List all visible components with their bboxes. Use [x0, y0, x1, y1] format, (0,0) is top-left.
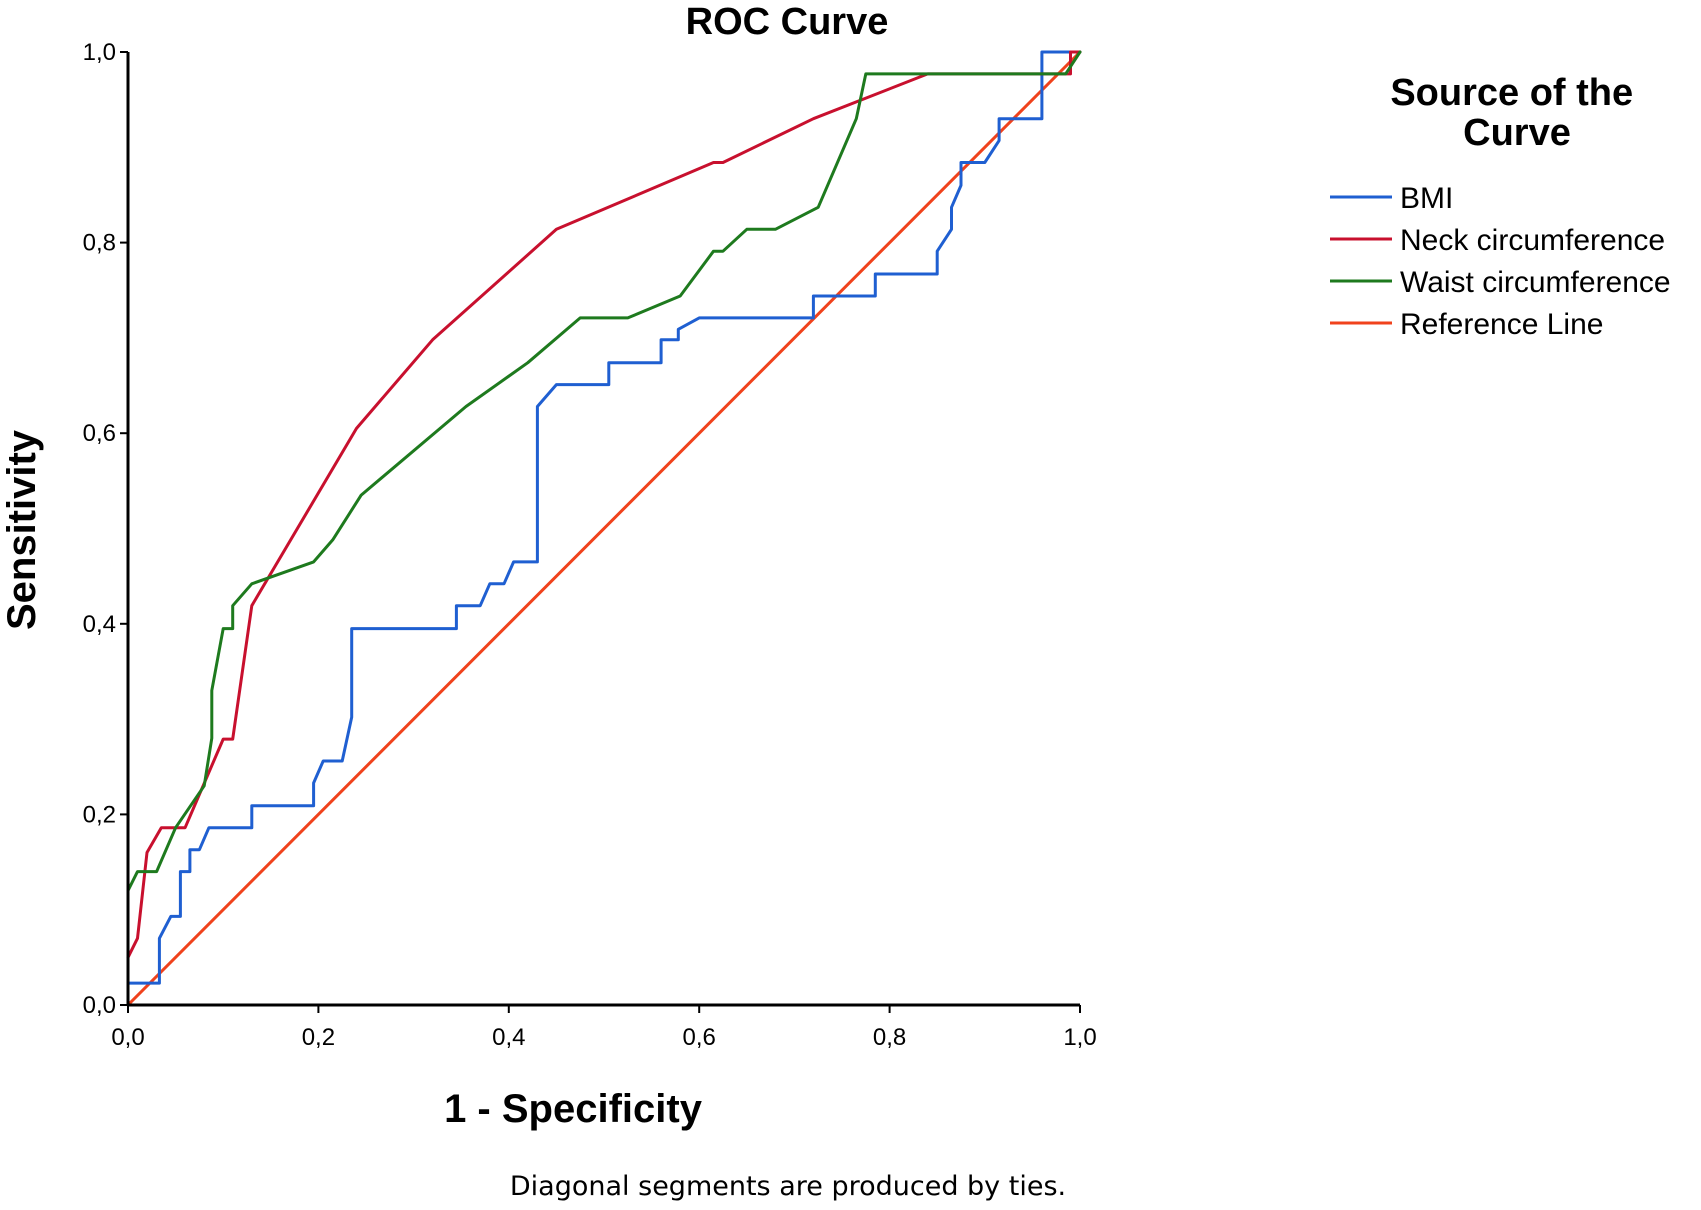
- legend-title-line-1: Source of the: [1390, 72, 1633, 114]
- x-axis-title: 1 - Specificity: [444, 1087, 703, 1131]
- legend-title: Source of the Curve: [1390, 72, 1643, 154]
- y-axis-ticks: 0,0 0,2 0,4 0,6 0,8 1,0: [83, 39, 128, 1019]
- x-tick-label: 0,2: [302, 1024, 335, 1051]
- series-line-neck-circumference: [126, 50, 1082, 959]
- series-group: [126, 50, 1082, 1007]
- x-tick-label: 1,0: [1063, 1024, 1096, 1051]
- y-axis-title: Sensitivity: [0, 429, 44, 630]
- y-tick-label: 0,4: [83, 611, 116, 638]
- y-tick-label: 0,2: [83, 801, 116, 828]
- legend: Source of the Curve BMI Neck circumferenc…: [1330, 72, 1671, 341]
- y-tick-label: 1,0: [83, 39, 116, 66]
- legend-label: Waist circumference: [1400, 266, 1671, 299]
- series-line-waist-circumference: [126, 50, 1082, 1007]
- legend-item-waist-circumference: Waist circumference: [1330, 266, 1671, 299]
- legend-item-neck-circumference: Neck circumference: [1330, 224, 1665, 257]
- legend-label: Neck circumference: [1400, 224, 1665, 257]
- plot-area: 0,0 0,2 0,4 0,6 0,8 1,0 0,0 0,2 0,4 0,6 0,8 1,0: [83, 39, 1097, 1051]
- x-tick-label: 0,4: [492, 1024, 525, 1051]
- legend-label: BMI: [1400, 182, 1453, 215]
- series-line-reference-line: [126, 50, 1082, 1007]
- legend-label: Reference Line: [1400, 308, 1603, 341]
- x-tick-label: 0,6: [683, 1024, 716, 1051]
- x-tick-label: 0,8: [873, 1024, 906, 1051]
- legend-title-line-2: Curve: [1463, 112, 1571, 154]
- x-tick-label: 0,0: [111, 1024, 144, 1051]
- y-tick-label: 0,6: [83, 420, 116, 447]
- footnote: Diagonal segments are produced by ties.: [510, 1171, 1066, 1202]
- x-axis-ticks: 0,0 0,2 0,4 0,6 0,8 1,0: [111, 1005, 1097, 1051]
- legend-item-reference-line: Reference Line: [1330, 308, 1603, 341]
- legend-items: BMI Neck circumference Waist circumference…: [1330, 182, 1671, 341]
- legend-item-bmi: BMI: [1330, 182, 1453, 215]
- y-tick-label: 0,0: [83, 992, 116, 1019]
- series-line-bmi: [126, 50, 1082, 1007]
- y-tick-label: 0,8: [83, 230, 116, 257]
- chart-title: ROC Curve: [686, 1, 889, 43]
